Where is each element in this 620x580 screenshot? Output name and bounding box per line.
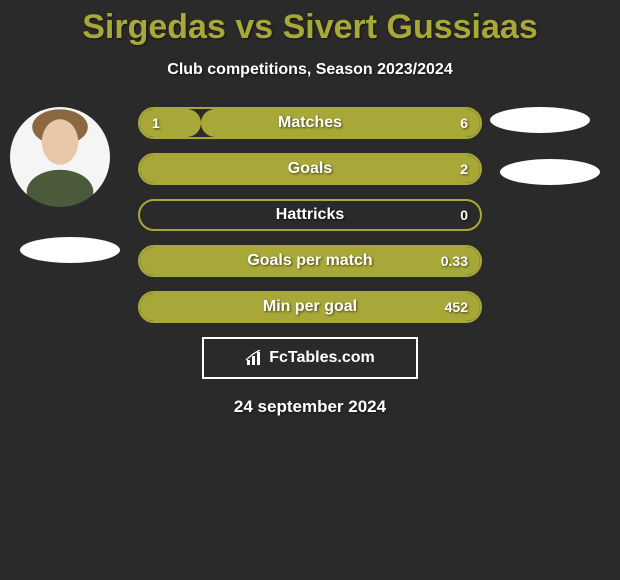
stat-bars: 1 Matches 6 Goals 2 Hattricks 0 Goals pe… (138, 107, 482, 323)
brand-logo-text: FcTables.com (269, 349, 375, 367)
stat-label: Min per goal (263, 298, 357, 316)
stat-value-right: 0.33 (441, 253, 468, 269)
brand-logo-box: FcTables.com (202, 337, 418, 379)
stat-bar-hattricks: Hattricks 0 (138, 199, 482, 231)
stat-label: Goals (288, 160, 332, 178)
stat-value-right: 452 (445, 299, 468, 315)
page-title: Sirgedas vs Sivert Gussiaas (0, 0, 620, 47)
stat-bar-min-per-goal: Min per goal 452 (138, 291, 482, 323)
stat-bar-matches: 1 Matches 6 (138, 107, 482, 139)
player-right-name-placeholder (500, 159, 600, 185)
stat-value-right: 0 (460, 207, 468, 223)
player-right-avatar-placeholder (490, 107, 590, 133)
stat-bar-goals: Goals 2 (138, 153, 482, 185)
comparison-content: 1 Matches 6 Goals 2 Hattricks 0 Goals pe… (0, 107, 620, 417)
subtitle: Club competitions, Season 2023/2024 (0, 61, 620, 79)
stat-label: Matches (278, 114, 342, 132)
date-label: 24 september 2024 (0, 397, 620, 417)
player-left-avatar (10, 107, 110, 207)
stat-value-right: 6 (460, 115, 468, 131)
stat-value-right: 2 (460, 161, 468, 177)
stat-label: Hattricks (276, 206, 344, 224)
stat-bar-fill-left (140, 109, 201, 137)
bar-chart-icon (245, 350, 265, 366)
player-left-name-placeholder (20, 237, 120, 263)
stat-label: Goals per match (247, 252, 372, 270)
stat-value-left: 1 (152, 115, 160, 131)
stat-bar-goals-per-match: Goals per match 0.33 (138, 245, 482, 277)
